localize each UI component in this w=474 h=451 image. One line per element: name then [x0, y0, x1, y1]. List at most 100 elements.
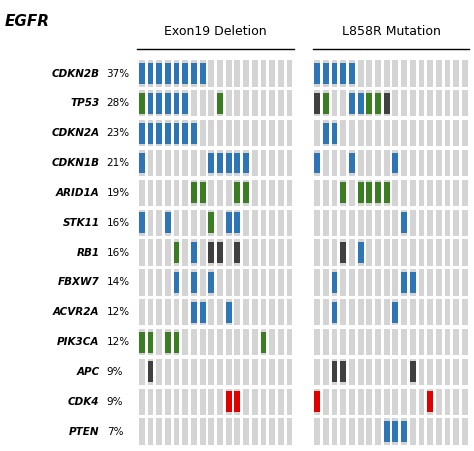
FancyBboxPatch shape — [217, 359, 223, 385]
FancyBboxPatch shape — [209, 299, 214, 325]
FancyBboxPatch shape — [401, 389, 407, 415]
FancyBboxPatch shape — [410, 299, 416, 325]
FancyBboxPatch shape — [278, 299, 284, 325]
FancyBboxPatch shape — [314, 63, 320, 84]
FancyBboxPatch shape — [410, 361, 416, 382]
FancyBboxPatch shape — [252, 239, 258, 266]
FancyBboxPatch shape — [209, 212, 214, 233]
FancyBboxPatch shape — [278, 180, 284, 206]
FancyBboxPatch shape — [436, 60, 442, 87]
FancyBboxPatch shape — [278, 419, 284, 445]
FancyBboxPatch shape — [436, 329, 442, 355]
FancyBboxPatch shape — [453, 150, 459, 176]
FancyBboxPatch shape — [139, 180, 145, 206]
FancyBboxPatch shape — [349, 389, 355, 415]
FancyBboxPatch shape — [165, 329, 171, 355]
FancyBboxPatch shape — [340, 329, 346, 355]
FancyBboxPatch shape — [235, 242, 240, 263]
FancyBboxPatch shape — [332, 123, 337, 144]
FancyBboxPatch shape — [384, 90, 390, 116]
FancyBboxPatch shape — [453, 329, 459, 355]
FancyBboxPatch shape — [173, 150, 180, 176]
FancyBboxPatch shape — [419, 419, 424, 445]
FancyBboxPatch shape — [332, 302, 337, 322]
FancyBboxPatch shape — [147, 150, 154, 176]
FancyBboxPatch shape — [453, 60, 459, 87]
FancyBboxPatch shape — [165, 90, 171, 116]
FancyBboxPatch shape — [462, 239, 468, 266]
FancyBboxPatch shape — [182, 93, 188, 114]
FancyBboxPatch shape — [366, 299, 372, 325]
FancyBboxPatch shape — [182, 63, 188, 84]
FancyBboxPatch shape — [173, 210, 180, 236]
FancyBboxPatch shape — [366, 359, 372, 385]
FancyBboxPatch shape — [401, 239, 407, 266]
Text: CDK4: CDK4 — [68, 397, 100, 407]
FancyBboxPatch shape — [445, 419, 450, 445]
FancyBboxPatch shape — [147, 331, 154, 353]
FancyBboxPatch shape — [401, 419, 407, 445]
FancyBboxPatch shape — [358, 299, 364, 325]
FancyBboxPatch shape — [419, 180, 424, 206]
FancyBboxPatch shape — [392, 419, 398, 445]
FancyBboxPatch shape — [392, 152, 398, 174]
FancyBboxPatch shape — [462, 419, 468, 445]
FancyBboxPatch shape — [427, 239, 433, 266]
FancyBboxPatch shape — [332, 419, 337, 445]
FancyBboxPatch shape — [358, 269, 364, 295]
FancyBboxPatch shape — [332, 239, 337, 266]
FancyBboxPatch shape — [235, 239, 240, 266]
FancyBboxPatch shape — [165, 299, 171, 325]
FancyBboxPatch shape — [147, 389, 154, 415]
FancyBboxPatch shape — [269, 269, 275, 295]
FancyBboxPatch shape — [366, 269, 372, 295]
FancyBboxPatch shape — [323, 150, 329, 176]
FancyBboxPatch shape — [384, 93, 390, 114]
FancyBboxPatch shape — [384, 239, 390, 266]
FancyBboxPatch shape — [323, 389, 329, 415]
FancyBboxPatch shape — [332, 389, 337, 415]
FancyBboxPatch shape — [349, 63, 355, 84]
Text: CDKN1B: CDKN1B — [52, 158, 100, 168]
FancyBboxPatch shape — [401, 269, 407, 295]
FancyBboxPatch shape — [209, 90, 214, 116]
FancyBboxPatch shape — [410, 150, 416, 176]
FancyBboxPatch shape — [427, 419, 433, 445]
FancyBboxPatch shape — [235, 210, 240, 236]
FancyBboxPatch shape — [261, 269, 266, 295]
FancyBboxPatch shape — [392, 421, 398, 442]
FancyBboxPatch shape — [182, 269, 188, 295]
FancyBboxPatch shape — [314, 389, 320, 415]
FancyBboxPatch shape — [375, 120, 381, 146]
FancyBboxPatch shape — [358, 93, 364, 114]
FancyBboxPatch shape — [358, 180, 364, 206]
FancyBboxPatch shape — [340, 389, 346, 415]
FancyBboxPatch shape — [427, 120, 433, 146]
FancyBboxPatch shape — [419, 60, 424, 87]
FancyBboxPatch shape — [235, 359, 240, 385]
FancyBboxPatch shape — [366, 180, 372, 206]
FancyBboxPatch shape — [419, 210, 424, 236]
FancyBboxPatch shape — [462, 90, 468, 116]
FancyBboxPatch shape — [173, 272, 180, 293]
FancyBboxPatch shape — [156, 269, 162, 295]
FancyBboxPatch shape — [287, 90, 292, 116]
FancyBboxPatch shape — [165, 419, 171, 445]
FancyBboxPatch shape — [410, 60, 416, 87]
FancyBboxPatch shape — [453, 389, 459, 415]
FancyBboxPatch shape — [366, 60, 372, 87]
FancyBboxPatch shape — [401, 299, 407, 325]
FancyBboxPatch shape — [278, 389, 284, 415]
FancyBboxPatch shape — [243, 269, 249, 295]
FancyBboxPatch shape — [261, 90, 266, 116]
FancyBboxPatch shape — [200, 239, 206, 266]
FancyBboxPatch shape — [226, 239, 232, 266]
FancyBboxPatch shape — [156, 299, 162, 325]
FancyBboxPatch shape — [173, 359, 180, 385]
FancyBboxPatch shape — [209, 242, 214, 263]
FancyBboxPatch shape — [261, 60, 266, 87]
FancyBboxPatch shape — [191, 183, 197, 203]
FancyBboxPatch shape — [392, 239, 398, 266]
FancyBboxPatch shape — [392, 90, 398, 116]
FancyBboxPatch shape — [366, 239, 372, 266]
